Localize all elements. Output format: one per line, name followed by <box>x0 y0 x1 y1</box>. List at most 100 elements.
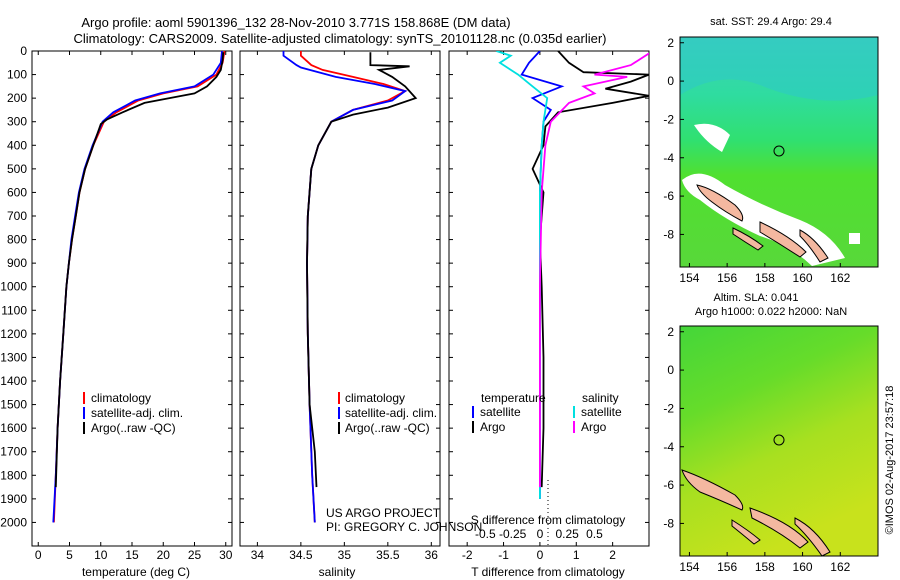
legend-label-s-sat: satellite <box>581 405 622 419</box>
x-tick-label: 10 <box>94 548 108 562</box>
difference-axis: -2 -1 0 1 2 -0.5 -0.25 0 0.25 0.5 <box>462 51 616 562</box>
legend-label-clim: climatology <box>91 391 151 405</box>
map-x-tick-label: 158 <box>755 271 775 285</box>
depth-axis: 0 100 200 300 400 500 600 700 800 900 1000 1100 1200… <box>0 44 649 529</box>
x-tick-label: 36 <box>425 548 439 562</box>
pi-name: PI: GREGORY C. JOHNSON <box>326 520 482 534</box>
s-tick-label: 0.5 <box>586 527 603 541</box>
map-y-tick-label: -2 <box>663 112 674 126</box>
x-tick-label: -1 <box>498 548 509 562</box>
s-tick-label: -0.5 <box>475 527 496 541</box>
s-tick-label: 0 <box>537 527 544 541</box>
sla-field <box>680 326 878 556</box>
map-y-tick-label: -6 <box>663 189 674 203</box>
depth-tick-label: 0 <box>20 44 27 58</box>
argo-position-marker <box>773 434 785 446</box>
map-y-tick-label: 0 <box>667 363 674 377</box>
map-x-tick-label: 154 <box>679 560 699 574</box>
x-tick-label: 1 <box>573 548 580 562</box>
difference-series <box>496 51 649 499</box>
depth-tick-label: 1800 <box>0 468 27 482</box>
depth-tick-label: 1600 <box>0 421 27 435</box>
map-y-tick-label: -6 <box>663 478 674 492</box>
sst-island-2 <box>759 221 807 258</box>
depth-tick-label: 200 <box>7 91 27 105</box>
map-x-tick-label: 162 <box>830 560 850 574</box>
legend-label-t-sat: satellite <box>480 405 521 419</box>
temperature-xlabel: temperature (deg C) <box>82 565 190 579</box>
series-line <box>54 52 225 488</box>
x-tick-label: 25 <box>188 548 202 562</box>
legend-label-sat: satellite-adj. clim. <box>345 406 437 420</box>
series-line <box>531 51 649 488</box>
depth-tick-label: 1700 <box>0 445 27 459</box>
diff-t-xlabel: T difference from climatology <box>471 565 625 579</box>
map-x-tick-label: 156 <box>717 560 737 574</box>
depth-tick-label: 1500 <box>0 398 27 412</box>
legend-label-clim: climatology <box>345 391 405 405</box>
sla-map <box>679 325 879 557</box>
sst-island-3 <box>799 229 829 263</box>
depth-tick-label: 500 <box>7 162 27 176</box>
depth-tick-label: 700 <box>7 209 27 223</box>
depth-tick-label: 900 <box>7 256 27 270</box>
x-tick-label: 30 <box>219 548 233 562</box>
depth-tick-label: 1400 <box>0 374 27 388</box>
series-line <box>306 52 418 488</box>
difference-plot-frame <box>448 50 650 547</box>
sla-island-4 <box>731 519 761 545</box>
salinity-axis: 34 34.5 35 35.5 36 <box>251 51 439 562</box>
sst-cool-band <box>680 37 878 101</box>
sst-map-frame <box>679 36 879 268</box>
depth-tick-label: 300 <box>7 115 27 129</box>
sst-map-title: sat. SST: 29.4 Argo: 29.4 <box>710 16 832 28</box>
temperature-legend: climatology satellite-adj. clim. Argo(..… <box>83 391 183 435</box>
x-tick-label: 0 <box>35 548 42 562</box>
legend-header-salinity: salinity <box>582 391 619 405</box>
sst-map-axes: 154 156 158 160 162 2 0 -2 -4 -6 -8 <box>663 36 850 285</box>
timestamp: ©IMOS 02-Aug-2017 23:57:18 <box>884 386 896 535</box>
sla-map-axes: 154 156 158 160 162 2 0 -2 -4 -6 -8 <box>663 325 850 574</box>
legend-label-s-argo: Argo <box>581 420 607 434</box>
difference-legend: temperature salinity satellite Argo sate… <box>472 391 622 434</box>
sla-island-1 <box>681 469 744 511</box>
legend-header-temperature: temperature <box>481 391 546 405</box>
series-line <box>52 51 223 523</box>
salinity-plot-frame <box>239 50 441 547</box>
depth-tick-label: 600 <box>7 185 27 199</box>
map-x-tick-label: 156 <box>717 271 737 285</box>
salinity-series <box>282 51 418 523</box>
x-tick-label: 5 <box>66 548 73 562</box>
depth-tick-label: 1900 <box>0 492 27 506</box>
depth-tick-label: 1000 <box>0 280 27 294</box>
depth-tick-label: 1100 <box>1 303 27 317</box>
depth-tick-label: 100 <box>7 68 27 82</box>
series-line <box>282 51 408 523</box>
depth-tick-label: 1300 <box>0 350 27 364</box>
x-tick-label: 15 <box>125 548 139 562</box>
sst-island-4 <box>732 227 764 251</box>
sla-island-2 <box>749 507 809 549</box>
depth-tick-label: 800 <box>7 233 27 247</box>
map-x-tick-label: 160 <box>793 271 813 285</box>
s-tick-label: 0.25 <box>556 527 580 541</box>
s-tick-label: -0.25 <box>499 527 527 541</box>
series-line <box>53 51 226 523</box>
map-y-tick-label: -2 <box>663 401 674 415</box>
temperature-series <box>52 51 226 523</box>
sla-map-title-1: Altim. SLA: 0.041 <box>714 292 799 304</box>
x-tick-label: 20 <box>157 548 171 562</box>
series-line <box>299 51 408 523</box>
salinity-xlabel: salinity <box>319 565 356 579</box>
diff-s-xlabel: S difference from climatology <box>471 513 626 527</box>
sst-missing-pixel <box>849 233 860 244</box>
series-line <box>539 52 649 488</box>
map-y-tick-label: -8 <box>663 516 674 530</box>
title-line-1: Argo profile: aoml 5901396_132 28-Nov-20… <box>81 15 510 30</box>
map-y-tick-label: -4 <box>663 151 674 165</box>
project-name: US ARGO PROJECT <box>326 506 441 520</box>
x-tick-label: 0 <box>537 548 544 562</box>
legend-label-t-argo: Argo <box>480 420 506 434</box>
temperature-plot-frame <box>31 50 233 547</box>
